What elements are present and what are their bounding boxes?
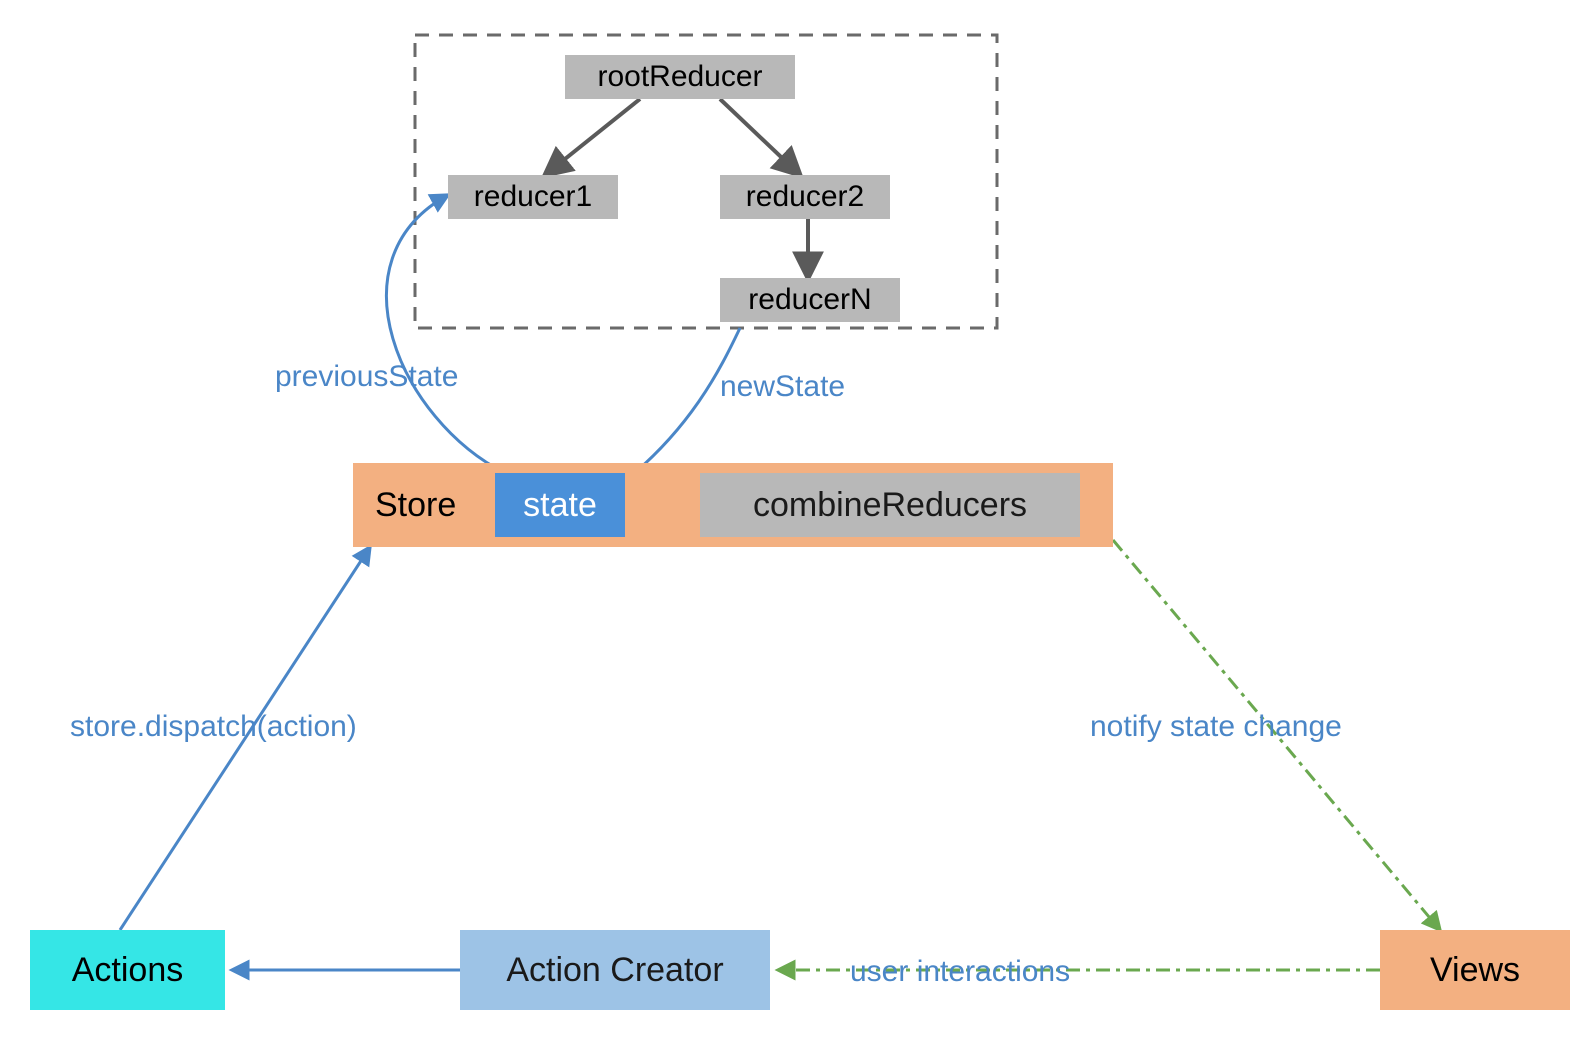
node-label: rootReducer: [597, 60, 762, 94]
node-label: reducerN: [748, 283, 871, 317]
node-label: combineReducers: [753, 486, 1027, 525]
node-combine-reducers: combineReducers: [700, 473, 1080, 537]
node-label: Store: [375, 486, 456, 525]
edge-label-notify: notify state change: [1090, 710, 1342, 744]
node-label: Views: [1430, 951, 1520, 990]
edge-root_to_state: [620, 328, 740, 485]
node-views: Views: [1380, 930, 1570, 1010]
node-root-reducer: rootReducer: [565, 55, 795, 99]
node-label: Action Creator: [506, 951, 723, 990]
node-reducer1: reducer1: [448, 175, 618, 219]
node-label: reducer2: [746, 180, 864, 214]
edge-root_to_r1: [545, 99, 640, 175]
node-label: reducer1: [474, 180, 592, 214]
node-actions: Actions: [30, 930, 225, 1010]
node-action-creator: Action Creator: [460, 930, 770, 1010]
node-label: state: [523, 486, 597, 525]
edge-state_to_root: [386, 195, 505, 473]
edge-root_to_r2: [720, 99, 800, 175]
node-state: state: [495, 473, 625, 537]
node-reducer-n: reducerN: [720, 278, 900, 322]
edge-label-new-state: newState: [720, 370, 845, 404]
edge-label-user-interactions: user interactions: [850, 955, 1070, 989]
node-reducer2: reducer2: [720, 175, 890, 219]
node-label: Actions: [72, 951, 184, 990]
edge-label-dispatch: store.dispatch(action): [70, 710, 357, 744]
edge-label-previous-state: previousState: [275, 360, 458, 394]
